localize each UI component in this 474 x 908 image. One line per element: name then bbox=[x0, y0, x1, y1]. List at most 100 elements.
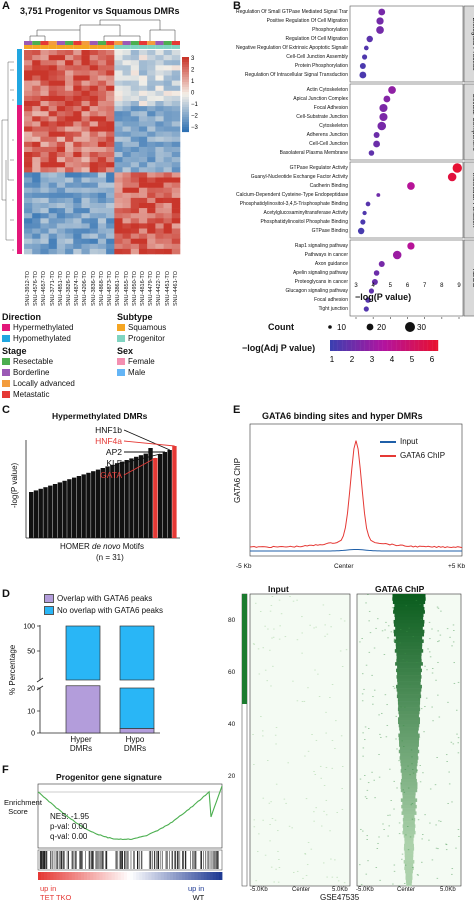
heatmap-cell bbox=[130, 106, 140, 112]
heatmap-cell bbox=[48, 50, 58, 56]
input-signal bbox=[335, 720, 337, 722]
heatmap-cell bbox=[122, 111, 132, 117]
rank-gradient-step bbox=[133, 872, 137, 880]
heatmap-cell bbox=[122, 106, 132, 112]
stage-legend-title: Stage bbox=[2, 346, 27, 356]
heatmap-cell bbox=[155, 141, 164, 148]
chip-signal bbox=[411, 756, 413, 758]
heatmap-cell bbox=[32, 213, 41, 219]
color-legend-tick: 1 bbox=[330, 355, 335, 364]
subtype-cell bbox=[81, 45, 90, 49]
heatmap-cell bbox=[106, 213, 115, 219]
heatmap-cell bbox=[65, 80, 74, 86]
heatmap-cell bbox=[56, 248, 66, 255]
heatmap-cell bbox=[114, 213, 123, 219]
rank-gradient-step bbox=[62, 872, 66, 880]
scale-step bbox=[182, 87, 189, 90]
rank-gradient-step bbox=[68, 872, 73, 880]
heatmap-cell bbox=[56, 197, 66, 204]
chip-signal bbox=[429, 788, 432, 790]
heatmap-cell bbox=[24, 101, 33, 107]
chip-signal-row bbox=[403, 827, 415, 832]
heatmap-cell bbox=[138, 136, 148, 143]
heatmap-cell bbox=[122, 162, 132, 168]
heatmap-cell bbox=[65, 55, 74, 61]
heatmap-cell bbox=[114, 126, 123, 132]
heatmap-cell bbox=[155, 182, 164, 188]
heatmap-cell bbox=[147, 203, 156, 209]
heatmap-cell bbox=[48, 116, 58, 122]
chip-signal bbox=[440, 820, 442, 822]
heatmap-cell bbox=[48, 172, 58, 178]
heatmap-cell bbox=[114, 152, 123, 158]
heatmap-cell bbox=[24, 213, 33, 219]
heatmap-cell bbox=[106, 197, 115, 204]
input-signal bbox=[341, 788, 343, 790]
heatmap-cell bbox=[73, 233, 82, 239]
go-term-label: Guanyl-Nucleotide Exchange Factor Activi… bbox=[250, 173, 348, 180]
heat-xtick: 5.0Kb bbox=[332, 887, 348, 893]
heatmap-cell bbox=[171, 146, 181, 153]
input-signal bbox=[324, 635, 326, 637]
heatmap-cell bbox=[97, 213, 107, 219]
count-legend-label: 30 bbox=[417, 323, 426, 332]
heatmap-cell bbox=[24, 223, 33, 229]
heatmap-cell bbox=[147, 136, 156, 143]
heatmap-cell bbox=[147, 187, 156, 194]
chip-signal bbox=[419, 765, 421, 766]
chip-signal bbox=[424, 706, 426, 707]
chip-signal bbox=[453, 630, 455, 631]
chip-signal bbox=[379, 879, 381, 881]
heatmap-cell bbox=[114, 50, 123, 56]
chip-signal bbox=[405, 834, 407, 836]
heatmap-cell bbox=[138, 172, 148, 178]
chip-signal-row bbox=[395, 636, 423, 640]
scale-step bbox=[182, 129, 189, 133]
heatmap-cell bbox=[81, 50, 90, 56]
heatmap-cell bbox=[147, 131, 156, 137]
heatmap-cell bbox=[56, 116, 66, 122]
heatmap-cell bbox=[24, 192, 33, 199]
heatmap-cell bbox=[24, 50, 33, 56]
chip-signal bbox=[404, 653, 406, 655]
go-term-dot bbox=[383, 95, 391, 103]
heatmap-cell bbox=[40, 197, 49, 204]
chip-signal bbox=[401, 740, 403, 742]
input-signal bbox=[291, 827, 293, 829]
go-term-dot bbox=[376, 17, 384, 25]
heatmap-cell bbox=[48, 126, 58, 132]
heatmap-cell bbox=[163, 243, 173, 250]
scale-step bbox=[182, 57, 189, 60]
chip-signal bbox=[448, 783, 451, 785]
input-signal bbox=[341, 808, 344, 810]
input-signal bbox=[252, 643, 255, 645]
heatmap-cell bbox=[81, 167, 90, 173]
input-signal bbox=[278, 867, 281, 868]
input-signal bbox=[302, 877, 304, 879]
heatmap-cell bbox=[122, 80, 132, 86]
color-legend-step bbox=[353, 340, 356, 351]
heatmap-cell bbox=[40, 75, 49, 81]
heatmap-cell bbox=[114, 131, 123, 137]
heatmap-cell bbox=[89, 60, 99, 66]
color-legend-step bbox=[373, 340, 376, 351]
heatmap-cell bbox=[114, 177, 123, 183]
chip-signal-row bbox=[400, 798, 418, 802]
heatmap-cell bbox=[32, 85, 41, 92]
heatmap-cell bbox=[73, 197, 82, 204]
heatmap-cell bbox=[56, 136, 66, 143]
chip-signal bbox=[384, 694, 387, 696]
nes-value: NES: -1.95 bbox=[50, 812, 90, 821]
heatmap-cell bbox=[81, 116, 90, 122]
rank-gradient-step bbox=[172, 872, 177, 880]
input-signal bbox=[269, 824, 271, 825]
heatmap-cell bbox=[32, 121, 41, 127]
heatmap-cell bbox=[130, 213, 140, 219]
heatmap-cell bbox=[65, 65, 74, 71]
heatmap-cell bbox=[81, 141, 90, 148]
chip-signal bbox=[359, 864, 361, 866]
heatmap-cell bbox=[40, 167, 49, 173]
heatmap-cell bbox=[40, 223, 49, 229]
color-legend-step bbox=[385, 340, 388, 351]
